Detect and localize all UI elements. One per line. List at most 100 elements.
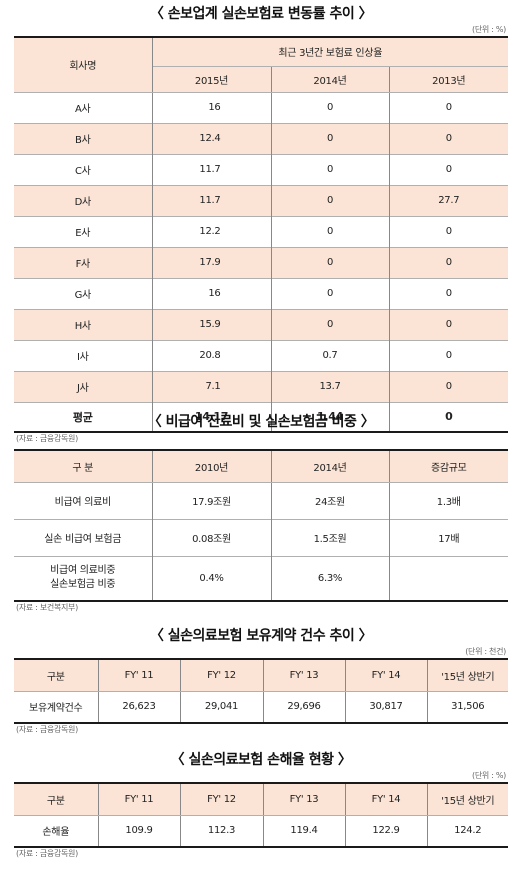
- loss-ratio-value: 124.2: [454, 825, 482, 837]
- value-change: [389, 556, 508, 601]
- value-2010: 0.08조원: [152, 519, 272, 556]
- company-name: J사: [14, 371, 153, 402]
- loss-ratio-section: 〈 실손의료보험 손해율 현황 〉 (단위 : %) 구분 FY' 11 FY'…: [14, 750, 508, 860]
- rate-2015: 12.4: [152, 123, 272, 154]
- year-header-2014: 2014년: [271, 66, 390, 93]
- rate-2013: 0: [445, 381, 452, 392]
- value-change: 1.3배: [436, 497, 461, 508]
- noncovered-table: 구 분 2010년 2014년 증감규모 비급여 의료비 17.9조원 24조원…: [14, 449, 508, 602]
- premium-change-section: 〈 손보업계 실손보험료 변동률 추이 〉 (단위 : %) 회사명 최근 3년…: [14, 4, 508, 445]
- contracts-title: 〈 실손의료보험 보유계약 건수 추이 〉: [149, 628, 373, 644]
- company-name: I사: [14, 340, 153, 371]
- rate-2015: 20.8: [152, 340, 272, 371]
- loss-ratio-header: '15년 상반기: [427, 783, 508, 816]
- rate-2014: 0: [271, 278, 390, 309]
- contracts-value: 29,696: [263, 691, 346, 723]
- year-header-2013: 2013년: [389, 66, 508, 93]
- table-row: E사 12.2 0 0: [14, 216, 508, 247]
- value-2014: 24조원: [271, 482, 390, 519]
- rate-2015: 12.2: [152, 216, 272, 247]
- average-2015: 14.17: [152, 402, 272, 432]
- rate-2014: 0: [271, 185, 390, 216]
- table-row: F사 17.9 0 0: [14, 247, 508, 278]
- rate-2015: 16: [152, 92, 272, 123]
- contracts-header: FY' 12: [180, 659, 264, 692]
- average-2013: 0: [445, 410, 453, 424]
- row-label: 비급여 의료비: [14, 482, 153, 519]
- row-label: 보유계약건수: [14, 691, 99, 723]
- loss-ratio-header: FY' 14: [345, 783, 428, 816]
- contracts-header: '15년 상반기: [427, 659, 508, 692]
- rate-2014: 0: [271, 92, 390, 123]
- year-header-2015: 2015년: [152, 66, 272, 93]
- contracts-unit: (단위 : 천건): [465, 647, 506, 656]
- contracts-header: FY' 13: [263, 659, 346, 692]
- loss-ratio-title: 〈 실손의료보험 손해율 현황 〉: [170, 752, 352, 768]
- noncovered-header-2014: 2014년: [271, 450, 390, 483]
- contracts-header: FY' 11: [98, 659, 181, 692]
- contracts-value: 29,041: [180, 691, 264, 723]
- loss-ratio-header: FY' 11: [98, 783, 181, 816]
- rate-2013: 0: [445, 102, 452, 113]
- loss-ratio-value: 122.9: [345, 815, 428, 847]
- table-row: D사 11.7 0 27.7: [14, 185, 508, 216]
- table-row: 손해율 109.9 112.3 119.4 122.9 124.2: [14, 815, 508, 847]
- loss-ratio-value: 119.4: [263, 815, 346, 847]
- contracts-value: 26,623: [98, 691, 181, 723]
- company-name: F사: [14, 247, 153, 278]
- rate-2014: 0: [271, 247, 390, 278]
- contracts-source: (자료 : 금융감독원): [16, 725, 78, 734]
- loss-ratio-unit: (단위 : %): [472, 771, 506, 780]
- company-header: 회사명: [14, 37, 153, 93]
- rate-2013: 0: [445, 226, 452, 237]
- premium-change-source: (자료 : 금융감독원): [16, 434, 78, 443]
- table-row: A사 16 0 0: [14, 92, 508, 123]
- table-row: J사 7.1 13.7 0: [14, 371, 508, 402]
- loss-ratio-header: 구분: [14, 783, 99, 816]
- loss-ratio-value: 109.9: [98, 815, 181, 847]
- table-row: I사 20.8 0.7 0: [14, 340, 508, 371]
- rate-2015: 11.7: [152, 185, 272, 216]
- noncovered-title: 〈 비급여 진료비 및 실손보험금 비중 〉: [147, 414, 375, 430]
- rate-2014: 0: [271, 154, 390, 185]
- table-row: G사 16 0 0: [14, 278, 508, 309]
- table-row: B사 12.4 0 0: [14, 123, 508, 154]
- company-name: B사: [14, 123, 153, 154]
- rate-2015: 7.1: [152, 371, 272, 402]
- row-label: 실손 비급여 보험금: [14, 519, 153, 556]
- average-label: 평균: [14, 402, 153, 432]
- rate-2014: 0: [271, 309, 390, 340]
- average-row: 평균 14.17 1.44 0: [14, 402, 508, 432]
- premium-change-table: 회사명 최근 3년간 보험료 인상율 2015년 2014년 2013년 A사 1…: [14, 36, 508, 433]
- row-label: 비급여 의료비중 실손보험금 비중: [14, 556, 153, 601]
- premium-change-unit: (단위 : %): [472, 25, 506, 34]
- company-name: C사: [14, 154, 153, 185]
- rate-2013: 0: [445, 319, 452, 330]
- company-name: A사: [14, 92, 153, 123]
- contracts-table: 구분 FY' 11 FY' 12 FY' 13 FY' 14 '15년 상반기 …: [14, 658, 508, 724]
- average-2014: 1.44: [271, 402, 390, 432]
- contracts-header: 구분: [14, 659, 99, 692]
- loss-ratio-table: 구분 FY' 11 FY' 12 FY' 13 FY' 14 '15년 상반기 …: [14, 782, 508, 848]
- contracts-value: 30,817: [345, 691, 428, 723]
- row-label-line-2: 실손보험금 비중: [50, 579, 116, 591]
- value-2010: 17.9조원: [152, 482, 272, 519]
- table-row: 비급여 의료비중 실손보험금 비중 0.4% 6.3%: [14, 556, 508, 601]
- contracts-value: 31,506: [451, 701, 485, 713]
- value-2010: 0.4%: [152, 556, 272, 601]
- table-row: 보유계약건수 26,623 29,041 29,696 30,817 31,50…: [14, 691, 508, 723]
- noncovered-header-change: 증감규모: [389, 450, 508, 483]
- rate-2015: 16: [152, 278, 272, 309]
- noncovered-header-2010: 2010년: [152, 450, 272, 483]
- noncovered-section: 〈 비급여 진료비 및 실손보험금 비중 〉 구 분 2010년 2014년 증…: [14, 412, 508, 614]
- rate-2013: 0: [445, 164, 452, 175]
- rate-2013: 27.7: [438, 195, 460, 206]
- rate-2013: 0: [445, 350, 452, 361]
- table-row: 실손 비급여 보험금 0.08조원 1.5조원 17배: [14, 519, 508, 556]
- contracts-header: FY' 14: [345, 659, 428, 692]
- company-name: E사: [14, 216, 153, 247]
- value-2014: 1.5조원: [271, 519, 390, 556]
- value-change: 17배: [438, 534, 460, 545]
- noncovered-header-category: 구 분: [14, 450, 153, 483]
- loss-ratio-header: FY' 13: [263, 783, 346, 816]
